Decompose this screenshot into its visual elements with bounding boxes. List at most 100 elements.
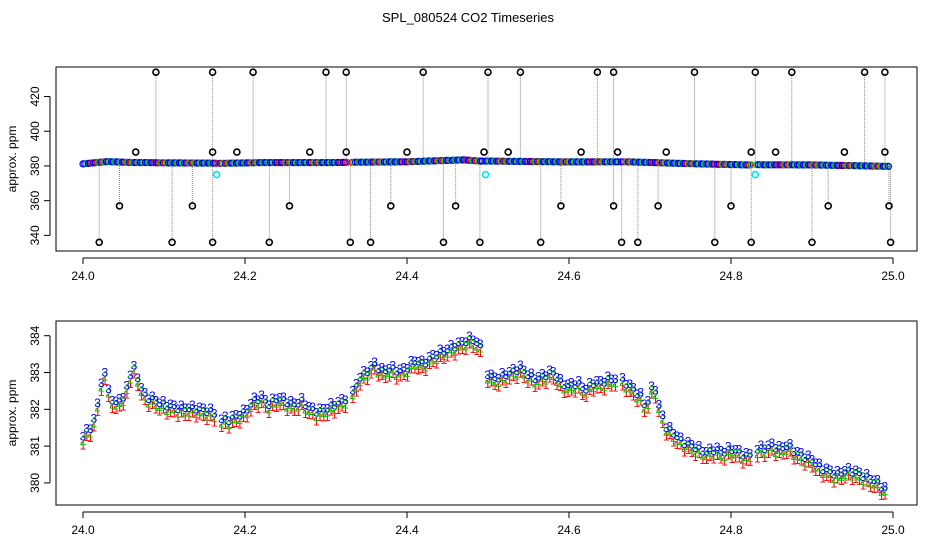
series-marker-1: 1 [765, 447, 772, 461]
series-marker-1: 1 [295, 405, 302, 419]
outlier-point [476, 238, 484, 247]
series-marker-2: 2 [328, 400, 335, 414]
series-marker-1: 1 [134, 380, 141, 394]
outlier-point [617, 238, 626, 247]
outlier-point [439, 238, 448, 247]
series-marker-3: 3 [211, 407, 218, 421]
series-marker-1: 1 [466, 338, 473, 352]
series-marker-3: 3 [291, 396, 298, 410]
series-marker-1: 1 [94, 405, 101, 419]
series-marker-2: 2 [758, 443, 765, 457]
series-marker-1: 1 [718, 452, 725, 466]
outlier-point [265, 238, 274, 247]
series-marker-3: 3 [572, 378, 579, 392]
series-marker-3: 3 [273, 392, 280, 406]
series-marker-3: 3 [670, 427, 677, 441]
series-marker-1: 1 [852, 472, 859, 486]
series-marker-2: 2 [218, 416, 225, 430]
x-tick-label: 24.6 [557, 523, 581, 537]
series-marker-3: 3 [451, 341, 458, 355]
y-tick-label: 340 [28, 225, 42, 245]
series-marker-3: 3 [167, 397, 174, 411]
series-marker-2: 2 [94, 400, 101, 414]
series-marker-1: 1 [641, 406, 648, 420]
series-marker-2: 2 [411, 358, 418, 372]
series-marker-2: 2 [105, 386, 112, 400]
series-marker-1: 1 [222, 418, 229, 432]
series-marker-3: 3 [758, 438, 765, 452]
series-marker-3: 3 [867, 472, 874, 486]
series-marker-2: 2 [225, 418, 232, 432]
outlier-point [633, 238, 642, 247]
series-marker-3: 3 [849, 465, 856, 479]
series-marker-2: 2 [521, 368, 528, 382]
series-marker-2: 2 [462, 340, 469, 354]
series-marker-3: 3 [408, 354, 415, 368]
series-marker-3: 3 [575, 374, 582, 388]
series-marker-2: 2 [492, 375, 499, 389]
series-marker-1: 1 [116, 401, 123, 415]
series-marker-1: 1 [364, 374, 371, 388]
series-marker-1: 1 [630, 390, 637, 404]
series-marker-2: 2 [812, 461, 819, 475]
series-marker-3: 3 [728, 443, 735, 457]
series-marker-2: 2 [867, 477, 874, 491]
series-marker-1: 1 [543, 378, 550, 392]
series-marker-3: 3 [725, 439, 732, 453]
series-marker-3: 3 [543, 369, 550, 383]
series-marker-2: 2 [382, 367, 389, 381]
x-axis: 24.0 24.2 24.4 24.6 24.8 25.0 [71, 511, 905, 537]
series-marker-3: 3 [389, 358, 396, 372]
y-tick-label: 382 [28, 399, 42, 419]
series-marker-3: 3 [102, 365, 109, 379]
series-marker-3: 3 [692, 441, 699, 455]
series-marker-3: 3 [878, 480, 885, 494]
series-marker-3: 3 [637, 386, 644, 400]
series-marker-1: 1 [521, 372, 528, 386]
series-marker-3: 3 [568, 376, 575, 390]
series-marker-2: 2 [91, 416, 98, 430]
series-marker-2: 2 [80, 434, 87, 448]
series-marker-1: 1 [349, 392, 356, 406]
series-marker-1: 1 [601, 384, 608, 398]
series-marker-2: 2 [357, 375, 364, 389]
series-marker-3: 3 [131, 359, 138, 373]
series-marker-2: 2 [386, 366, 393, 380]
series-marker-3: 3 [335, 394, 342, 408]
series-marker-3: 3 [699, 444, 706, 458]
series-marker-3: 3 [663, 421, 670, 435]
series-marker-2: 2 [244, 407, 251, 421]
series-marker-1: 1 [83, 430, 90, 444]
series-marker-2: 2 [444, 346, 451, 360]
series-marker-3: 3 [841, 464, 848, 478]
series-marker-2: 2 [583, 387, 590, 401]
series-marker-2: 2 [338, 396, 345, 410]
series-marker-1: 1 [422, 365, 429, 379]
series-marker-3: 3 [123, 379, 130, 393]
series-marker-1: 1 [240, 411, 247, 425]
series-marker-3: 3 [105, 382, 112, 396]
series-marker-1: 1 [255, 402, 262, 416]
outlier-point [613, 148, 622, 156]
series-marker-1: 1 [769, 445, 776, 459]
series-marker-2: 2 [171, 402, 178, 416]
series-marker-3: 3 [382, 363, 389, 377]
outlier-point [860, 68, 869, 76]
series-marker-1: 1 [841, 472, 848, 486]
series-marker-3: 3 [386, 362, 393, 376]
series-marker-3: 3 [776, 438, 783, 452]
figure-title: SPL_080524 CO2 Timeseries [382, 10, 554, 25]
series-marker-1: 1 [287, 402, 294, 416]
series-marker-3: 3 [364, 365, 371, 379]
series-marker-2: 2 [313, 410, 320, 424]
series-marker-2: 2 [623, 382, 630, 396]
series-marker-1: 1 [247, 405, 254, 419]
series-marker-1: 1 [371, 364, 378, 378]
series-marker-3: 3 [87, 422, 94, 436]
series-marker-2: 2 [765, 443, 772, 457]
series-marker-2: 2 [426, 354, 433, 368]
series-marker-3: 3 [882, 480, 889, 494]
series-marker-3: 3 [517, 358, 524, 372]
series-marker-2: 2 [349, 388, 356, 402]
series-marker-3: 3 [765, 438, 772, 452]
